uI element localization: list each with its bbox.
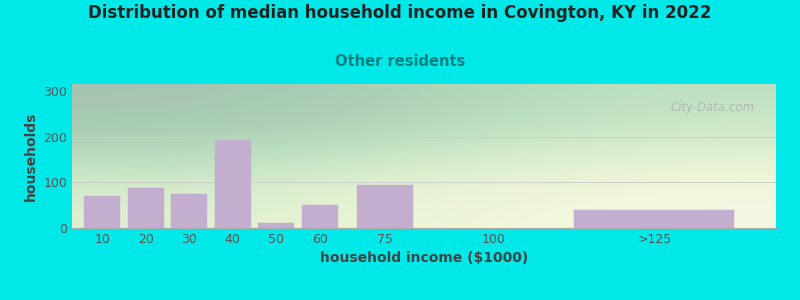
Bar <box>85 196 121 228</box>
Text: Distribution of median household income in Covington, KY in 2022: Distribution of median household income … <box>88 4 712 22</box>
Bar <box>214 140 250 228</box>
Bar <box>357 185 413 228</box>
Y-axis label: households: households <box>24 111 38 201</box>
Bar <box>171 194 207 228</box>
Text: City-Data.com: City-Data.com <box>670 101 755 114</box>
X-axis label: household income ($1000): household income ($1000) <box>320 251 528 266</box>
Bar <box>574 210 734 228</box>
Bar <box>128 188 164 228</box>
Bar <box>302 205 338 228</box>
Bar <box>258 224 294 228</box>
Text: Other residents: Other residents <box>335 54 465 69</box>
